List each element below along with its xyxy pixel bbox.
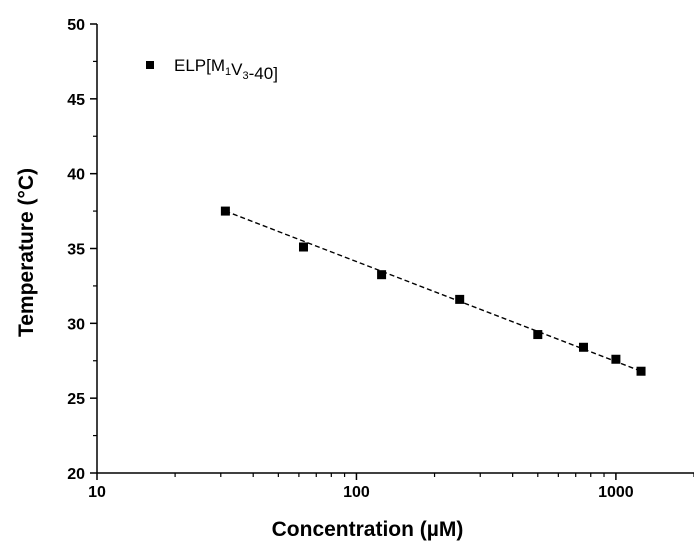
legend-marker bbox=[146, 61, 154, 69]
x-tick-label: 100 bbox=[343, 484, 370, 501]
y-tick-label: 20 bbox=[67, 466, 85, 483]
y-tick-label: 30 bbox=[67, 316, 85, 333]
data-point bbox=[298, 242, 308, 252]
data-point bbox=[455, 294, 465, 304]
legend-label: ELP[M1V3-40] bbox=[174, 56, 278, 83]
axes bbox=[96, 24, 694, 474]
fit-line bbox=[225, 210, 642, 372]
data-point bbox=[578, 342, 588, 352]
y-tick-label: 50 bbox=[67, 17, 85, 34]
x-tick-label: 10 bbox=[88, 484, 106, 501]
fit-line-group bbox=[225, 210, 642, 372]
x-tick-label: 1000 bbox=[598, 484, 634, 501]
y-tick-label: 40 bbox=[67, 167, 85, 184]
y-tick-label: 35 bbox=[67, 242, 85, 259]
data-points bbox=[220, 206, 646, 376]
data-point bbox=[636, 366, 646, 376]
data-point bbox=[220, 206, 230, 216]
data-point bbox=[377, 270, 387, 280]
ticks: 20 25 30 35 40 45 50 10 100 1000 bbox=[67, 17, 694, 501]
x-axis-title: Concentration (µM) bbox=[272, 518, 464, 541]
data-point bbox=[533, 330, 543, 340]
y-tick-label: 25 bbox=[67, 391, 85, 408]
y-tick-label: 45 bbox=[67, 92, 85, 109]
legend: ELP[M1V3-40] bbox=[146, 56, 278, 83]
data-point bbox=[611, 354, 621, 364]
y-axis-title: Temperature (°C) bbox=[15, 168, 38, 337]
